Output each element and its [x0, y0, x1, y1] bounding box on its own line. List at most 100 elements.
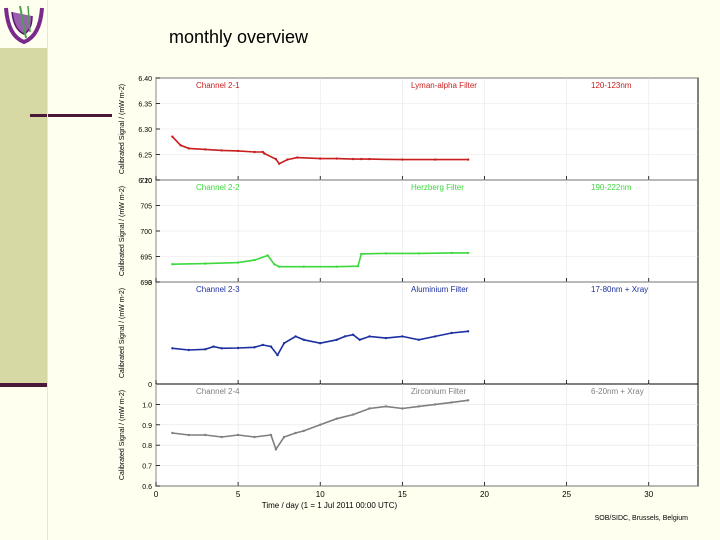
- y-tick-label: 6.25: [138, 153, 152, 160]
- data-point: [171, 135, 174, 138]
- data-point: [335, 157, 338, 160]
- data-point: [236, 346, 240, 350]
- data-point: [263, 152, 266, 155]
- data-point: [368, 407, 371, 410]
- data-point: [343, 335, 347, 338]
- data-point: [384, 336, 388, 340]
- panel-band-label: 120-123nm: [591, 81, 632, 90]
- data-point: [466, 330, 470, 333]
- slide-title: monthly overview: [169, 27, 309, 47]
- data-point: [253, 150, 256, 154]
- data-point: [319, 157, 322, 160]
- data-point: [282, 342, 286, 345]
- data-point: [266, 254, 269, 257]
- data-point: [220, 149, 223, 152]
- data-point: [351, 333, 355, 336]
- data-point: [296, 156, 299, 159]
- y-axis-label: Calibrated Signal / (mW m-2): [119, 288, 126, 378]
- data-point: [261, 150, 264, 154]
- x-axis-label: Time / day (1 = 1 Jul 2011 00:00 UTC): [262, 501, 398, 510]
- data-point: [401, 158, 404, 161]
- data-point: [360, 252, 363, 256]
- data-point: [236, 433, 240, 437]
- data-point: [401, 407, 404, 410]
- data-point: [356, 265, 360, 268]
- panel-channel-label: Channel 2-1: [196, 81, 240, 90]
- data-point: [187, 348, 190, 352]
- data-point: [368, 335, 371, 338]
- data-point: [335, 338, 338, 341]
- data-point: [273, 263, 276, 266]
- data-point: [278, 162, 281, 165]
- x-tick-label: 25: [562, 490, 571, 499]
- data-point: [274, 157, 278, 161]
- data-point: [434, 403, 437, 406]
- data-point: [278, 265, 281, 268]
- data-point: [220, 435, 223, 439]
- y-tick-label: 6.40: [138, 76, 152, 83]
- y-axis-label: Calibrated Signal / (mW m-2): [119, 84, 126, 174]
- data-point: [269, 345, 273, 348]
- y-axis-label: Calibrated Signal / (mW m-2): [119, 390, 126, 480]
- panel-channel-label: Channel 2-3: [196, 285, 240, 294]
- data-point: [204, 148, 207, 151]
- data-point: [335, 417, 338, 420]
- y-tick-label: 3: [148, 280, 152, 287]
- data-point: [466, 399, 470, 402]
- y-tick-label: 6.30: [138, 127, 152, 134]
- data-point: [384, 405, 388, 408]
- data-point: [450, 401, 453, 404]
- data-point: [294, 431, 297, 435]
- x-tick-label: 30: [644, 490, 653, 499]
- instrument-logo: [4, 5, 44, 45]
- data-point: [450, 251, 453, 255]
- y-tick-label: 0.6: [142, 484, 152, 491]
- data-point: [187, 433, 190, 437]
- y-tick-label: 1.0: [142, 402, 152, 409]
- data-point: [220, 347, 223, 350]
- y-tick-label: 690: [140, 280, 152, 287]
- y-tick-label: 695: [140, 255, 152, 262]
- data-point: [302, 429, 305, 433]
- data-point: [236, 149, 240, 153]
- header-divider-line: [30, 114, 112, 117]
- panel-band-label: 190-222nm: [591, 183, 632, 192]
- data-point: [261, 343, 264, 347]
- y-tick-label: 6.20: [138, 178, 152, 185]
- data-point: [187, 147, 190, 150]
- data-point: [351, 157, 355, 161]
- panel-channel-label: Channel 2-4: [196, 387, 240, 396]
- data-point: [204, 433, 207, 437]
- x-tick-label: 10: [316, 490, 325, 499]
- y-tick-label: 0.7: [142, 464, 152, 471]
- y-tick-label: 6.35: [138, 102, 152, 109]
- data-point: [401, 335, 404, 338]
- data-point: [434, 158, 437, 161]
- chart-svg: 6.20 6.25 6.30 6.35 6.40 Calibrated Signal / …: [119, 76, 699, 522]
- y-tick-label: 0: [148, 382, 152, 389]
- data-point: [434, 335, 437, 338]
- y-tick-label: 0.9: [142, 423, 152, 430]
- data-point: [253, 258, 256, 262]
- x-tick-label: 20: [480, 490, 489, 499]
- data-point: [282, 435, 286, 439]
- data-point: [171, 263, 174, 266]
- data-point: [302, 265, 305, 268]
- data-point: [204, 262, 207, 265]
- y-tick-label: 700: [140, 229, 152, 236]
- data-point: [358, 338, 361, 341]
- panel-channel-label: Channel 2-2: [196, 183, 240, 192]
- x-tick-label: 15: [398, 490, 407, 499]
- chart-credit: SOB/SIDC, Brussels, Belgium: [595, 515, 689, 522]
- data-point: [466, 158, 470, 161]
- data-point: [319, 342, 322, 345]
- data-point: [360, 157, 363, 161]
- panel-band-label: 17-80nm + Xray: [591, 285, 648, 294]
- data-point: [253, 435, 256, 439]
- data-point: [274, 448, 278, 451]
- side-accent-bar: [0, 48, 47, 385]
- data-point: [236, 261, 240, 264]
- data-point: [212, 345, 215, 348]
- x-tick-label: 5: [236, 490, 241, 499]
- data-point: [204, 348, 207, 351]
